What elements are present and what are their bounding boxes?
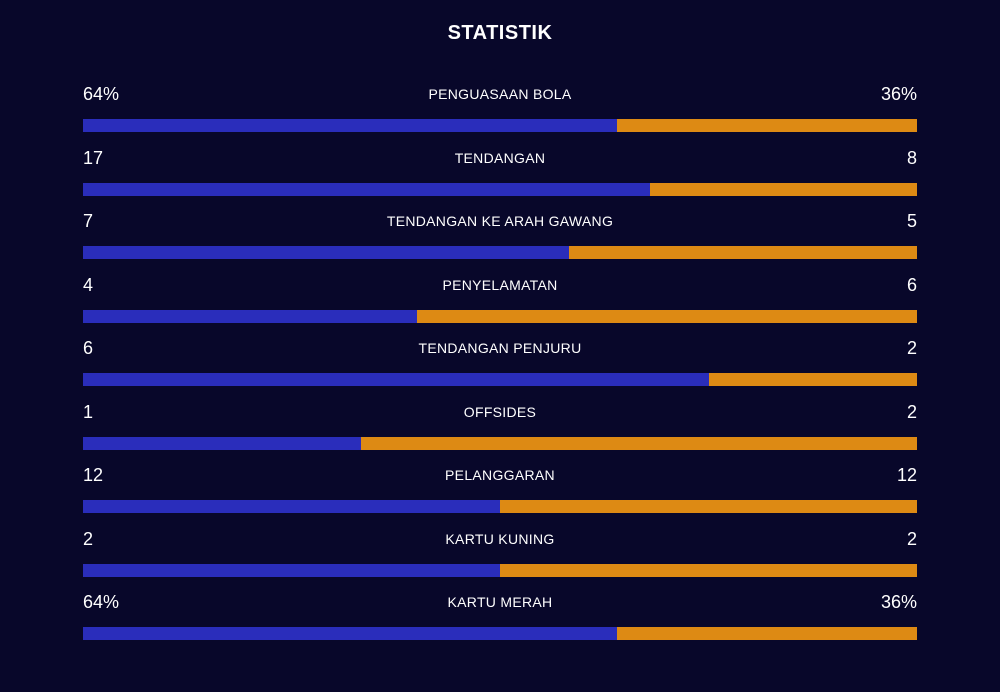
comparison-bar: [83, 563, 917, 577]
away-bar-segment: [616, 627, 917, 640]
home-value: 1: [83, 401, 94, 422]
away-bar-segment: [616, 119, 917, 132]
away-value: 2: [906, 338, 917, 358]
stat-label: PELANGGARAN: [445, 467, 555, 483]
stat-label: TENDANGAN KE ARAH GAWANG: [386, 213, 614, 229]
comparison-bar: [83, 119, 917, 132]
away-value: 36%: [880, 84, 917, 104]
away-bar-segment: [569, 246, 917, 259]
comparison-bar: [83, 373, 917, 386]
away-bar-segment: [360, 436, 917, 450]
stat-label: TENDANGAN PENJURU: [418, 340, 582, 356]
comparison-bar: [83, 436, 917, 450]
stat-row-possession: 64% PENGUASAAN BOLA 36%: [83, 80, 917, 144]
away-value: 5: [906, 211, 917, 231]
home-bar-segment: [83, 563, 500, 577]
away-value: 2: [906, 528, 917, 549]
stat-row-saves: 4 PENYELAMATAN 6: [83, 271, 917, 335]
away-bar-segment: [500, 563, 917, 577]
away-value: 8: [906, 147, 917, 168]
away-value: 2: [906, 401, 917, 422]
home-value: 64%: [83, 84, 120, 104]
comparison-bar: [83, 182, 917, 196]
home-bar-segment: [83, 246, 570, 259]
stat-row-red-cards: 64% KARTU MERAH 36%: [83, 588, 917, 652]
stat-label: OFFSIDES: [463, 403, 537, 420]
stats-list: 64% PENGUASAAN BOLA 36% 17 TENDANGAN 8 7…: [83, 80, 917, 652]
page-title: STATISTIK: [447, 22, 553, 44]
stat-row-corners: 6 TENDANGAN PENJURU 2: [83, 334, 917, 398]
home-value: 17: [83, 147, 104, 168]
stat-row-shots: 17 TENDANGAN 8: [83, 144, 917, 208]
home-bar-segment: [83, 182, 651, 196]
stat-row-offsides: 1 OFFSIDES 2: [83, 398, 917, 462]
away-bar-segment: [708, 373, 917, 386]
home-value: 7: [83, 211, 94, 231]
home-bar-segment: [83, 500, 500, 513]
away-bar-segment: [650, 182, 917, 196]
home-bar-segment: [83, 373, 709, 386]
home-bar-segment: [83, 436, 361, 450]
home-value: 12: [83, 465, 104, 485]
home-bar-segment: [83, 119, 617, 132]
home-value: 4: [83, 274, 94, 295]
stat-row-fouls: 12 PELANGGARAN 12: [83, 461, 917, 525]
away-bar-segment: [416, 309, 917, 323]
comparison-bar: [83, 309, 917, 323]
stat-row-yellow-cards: 2 KARTU KUNING 2: [83, 525, 917, 589]
stat-label: PENYELAMATAN: [442, 276, 558, 293]
comparison-bar: [83, 500, 917, 513]
away-value: 6: [906, 274, 917, 295]
home-bar-segment: [83, 309, 417, 323]
stat-label: TENDANGAN: [454, 149, 546, 166]
comparison-bar: [83, 246, 917, 259]
home-value: 2: [83, 528, 94, 549]
stat-row-shots-on-target: 7 TENDANGAN KE ARAH GAWANG 5: [83, 207, 917, 271]
away-bar-segment: [500, 500, 917, 513]
stat-label: PENGUASAAN BOLA: [428, 86, 572, 102]
home-bar-segment: [83, 627, 617, 640]
stat-label: KARTU KUNING: [445, 530, 555, 547]
home-value: 64%: [83, 592, 120, 612]
away-value: 36%: [880, 592, 917, 612]
home-value: 6: [83, 338, 94, 358]
comparison-bar: [83, 627, 917, 640]
away-value: 12: [896, 465, 917, 485]
stat-label: KARTU MERAH: [447, 594, 553, 610]
